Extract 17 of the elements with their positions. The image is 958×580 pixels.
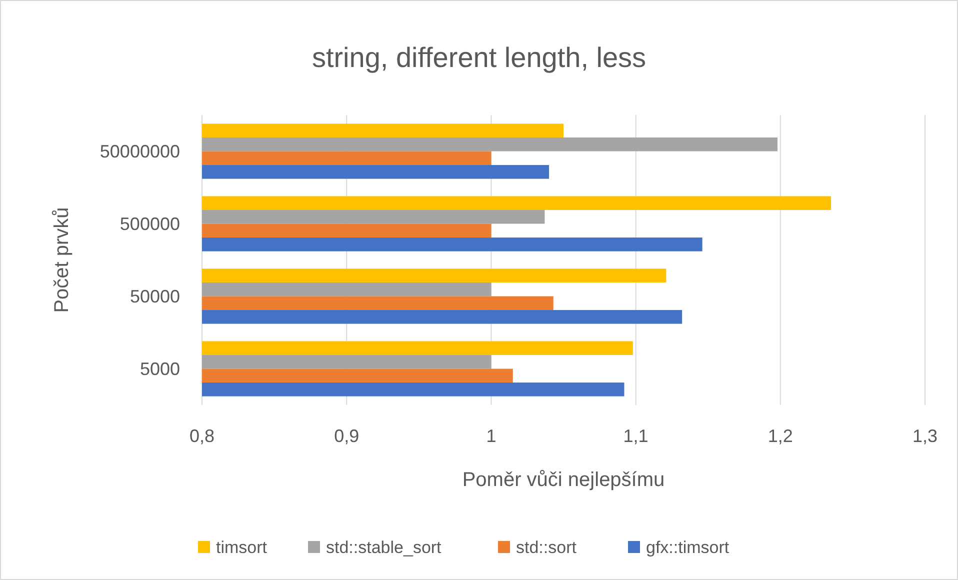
y-tick-label: 50000000 <box>100 141 180 162</box>
legend-label: gfx::timsort <box>646 538 730 557</box>
x-tick-label: 1,1 <box>623 426 648 446</box>
x-tick-label: 1 <box>486 426 496 446</box>
chart-title: string, different length, less <box>312 42 646 73</box>
x-tick-label: 0,9 <box>334 426 360 446</box>
x-tick-label: 1,2 <box>768 426 793 446</box>
legend-label: timsort <box>216 538 268 557</box>
y-tick-label: 500000 <box>120 214 180 234</box>
y-axis-title: Počet prvků <box>51 207 73 313</box>
y-tick-label: 50000 <box>130 286 180 306</box>
legend-label: std::stable_sort <box>326 538 442 557</box>
x-tick-label: 0,8 <box>189 426 215 446</box>
x-tick-label: 1,3 <box>912 426 938 446</box>
y-tick-label: 5000 <box>140 358 180 379</box>
x-axis-title: Poměr vůči nejlepšímu <box>462 469 665 491</box>
legend-label: std::sort <box>516 538 577 557</box>
